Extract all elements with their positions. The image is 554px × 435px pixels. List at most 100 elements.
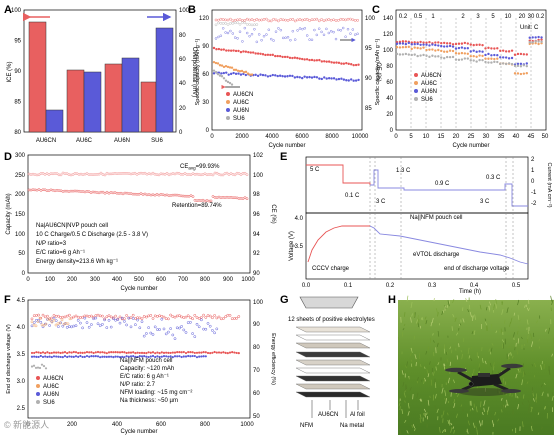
f-v-point	[151, 354, 155, 358]
grass-blade	[517, 314, 520, 321]
c-point	[410, 41, 413, 44]
b-cap-point	[315, 76, 319, 79]
b-cap-point	[252, 51, 255, 54]
f-ee-point	[103, 318, 106, 322]
b-ce-point	[241, 40, 244, 43]
b-cap-point	[227, 73, 230, 76]
grass-blade	[419, 418, 422, 424]
b-ce-point	[245, 17, 249, 21]
bar-ice-au6n	[104, 63, 123, 133]
f-ee-point	[180, 315, 183, 319]
f-ee-point	[200, 318, 203, 322]
svg-text:E/C ratio=6 g Ah⁻¹: E/C ratio=6 g Ah⁻¹	[36, 250, 85, 256]
f-ee-point	[178, 314, 181, 317]
f-v-point	[114, 355, 117, 358]
f-v-point	[110, 351, 113, 354]
f-ee-point	[147, 326, 150, 329]
c-point	[413, 41, 416, 44]
b-ce-point	[322, 19, 326, 23]
grass-blade	[501, 398, 503, 401]
grass-blade	[444, 428, 446, 432]
b-ce-point	[301, 27, 304, 31]
panel-label-b: B	[188, 4, 196, 16]
svg-text:Na metal: Na metal	[340, 423, 364, 429]
f-ee-point	[145, 332, 148, 335]
f-ee-point	[125, 314, 128, 317]
grass-blade	[402, 327, 405, 331]
svg-text:90: 90	[253, 271, 260, 277]
a-ytick-right: 60	[179, 57, 186, 63]
c-point	[425, 54, 428, 57]
d-ce-point	[189, 173, 193, 177]
f-ee-point	[226, 313, 230, 317]
grass-blade	[404, 400, 406, 403]
grass-blade	[425, 320, 428, 325]
f-ee-point	[39, 320, 43, 324]
b-ce-point	[272, 39, 275, 42]
b-cap-point	[226, 80, 230, 84]
b-cap-point	[278, 74, 282, 77]
f-ee-point	[173, 315, 177, 319]
f-ee-point	[114, 318, 117, 322]
f-ee-point	[169, 327, 172, 330]
b-ce-point	[245, 31, 249, 35]
b-cap-point	[244, 70, 248, 74]
c-point	[460, 58, 464, 61]
grass-blade	[516, 349, 519, 355]
grass-blade	[435, 308, 438, 314]
grass-blade	[410, 301, 413, 308]
grass-blade	[506, 403, 509, 406]
b-cap-point	[212, 69, 216, 72]
grass-blade	[406, 295, 409, 302]
b-ce-point	[231, 19, 235, 23]
grass-blade	[422, 317, 424, 321]
c-point	[419, 40, 422, 44]
f-ee-point	[164, 317, 168, 320]
bar-overpotential-au6n	[121, 57, 140, 133]
b-cap-point	[232, 71, 235, 75]
grass-blade	[498, 390, 500, 394]
b-ce-point	[294, 38, 297, 41]
grass-blade	[502, 378, 505, 384]
svg-text:20: 20	[453, 134, 460, 140]
b-cap-point	[230, 66, 234, 69]
f-ee-point	[57, 314, 60, 318]
grass-blade	[471, 331, 474, 335]
f-ee-point	[142, 315, 146, 318]
b-cap-point	[310, 58, 314, 62]
b-cap-point	[246, 72, 250, 75]
f-ee-point	[50, 320, 54, 324]
c-point	[404, 40, 408, 43]
f-v-point	[118, 351, 122, 354]
d-ce-point	[97, 172, 101, 176]
f-v-point	[92, 351, 95, 355]
grass-blade	[406, 430, 409, 434]
c-point	[422, 53, 425, 57]
c-point	[428, 40, 431, 44]
b-cap-point	[230, 83, 234, 86]
grass-blade	[422, 413, 425, 417]
grass-blade	[475, 425, 477, 430]
b-ce-point	[277, 19, 280, 23]
b-ce-point	[320, 30, 323, 34]
b-cap-point	[318, 77, 321, 80]
c-point	[493, 60, 496, 64]
svg-text:0: 0	[26, 422, 30, 428]
c-point	[487, 57, 490, 60]
f-ee-point	[127, 316, 131, 320]
grass-blade	[452, 426, 455, 430]
f-v-point	[77, 351, 80, 355]
grass-blade	[450, 422, 453, 426]
grass-blade	[397, 336, 400, 343]
grass-blade	[447, 300, 450, 307]
b-ce-point	[236, 37, 239, 40]
b-ce-point	[241, 21, 244, 24]
b-cap-point	[293, 76, 297, 79]
f-ee-point	[189, 316, 192, 319]
f-v-point	[173, 351, 177, 354]
f-v-point	[136, 355, 139, 359]
c-point	[466, 57, 469, 60]
f-v-point	[187, 354, 190, 358]
b-cap-point	[237, 72, 240, 75]
c-point	[516, 64, 520, 68]
